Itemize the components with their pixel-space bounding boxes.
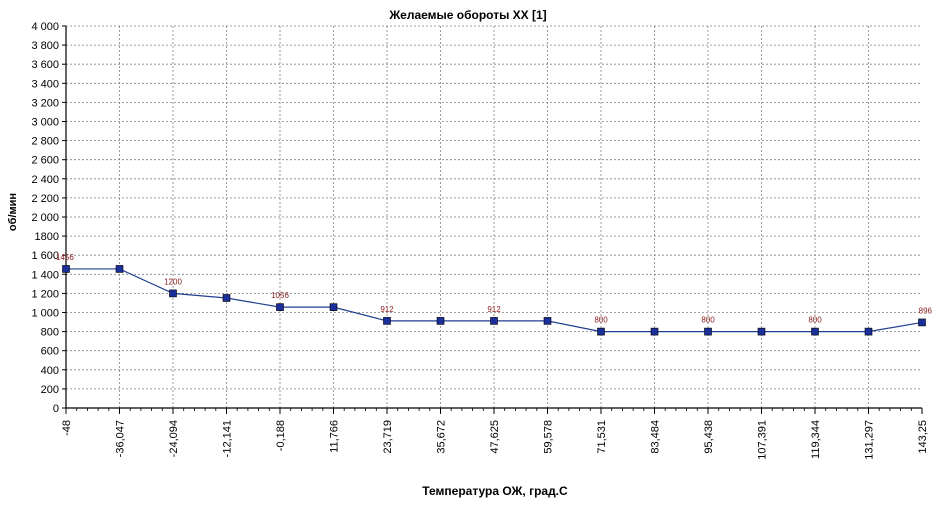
- data-point: [918, 318, 926, 327]
- axes-layer: 0 200 400 600 800 1 000 1 200 1 400 1 600 1800 2 0…: [31, 21, 929, 460]
- x-tick-label: -24,094: [168, 420, 180, 457]
- data-point: [650, 327, 659, 336]
- x-tick-label: 35,672: [436, 420, 448, 454]
- data-label: 800: [701, 316, 715, 325]
- data-point: [383, 317, 391, 325]
- y-tick-label: 1 200: [31, 288, 59, 300]
- y-tick-label: 3 800: [31, 40, 59, 52]
- x-tick-label: 47,625: [489, 420, 501, 454]
- x-tick-label: 107,391: [757, 420, 769, 460]
- chart-title: Желаемые обороты XX [1]: [389, 8, 547, 22]
- data-point: [329, 303, 338, 311]
- x-tick-label: 83,484: [650, 420, 662, 454]
- x-tick-label: 59,578: [543, 420, 555, 454]
- data-point: [222, 294, 231, 302]
- data-point: [169, 289, 177, 298]
- x-tick-label: -36,047: [115, 420, 127, 457]
- grid-layer: [66, 25, 922, 408]
- y-tick-label: 400: [41, 365, 59, 377]
- y-tick-label: 3 400: [31, 78, 59, 90]
- data-point: [704, 327, 712, 336]
- x-tick-label: -12,141: [222, 420, 234, 457]
- data-label: 912: [380, 305, 394, 314]
- y-tick-label: 3 000: [31, 117, 59, 129]
- y-tick-label: 3 200: [31, 97, 59, 109]
- data-label: 1056: [271, 291, 289, 300]
- data-point: [597, 327, 605, 336]
- data-point: [62, 265, 70, 273]
- data-label: 800: [594, 316, 608, 325]
- y-tick-label: 1 400: [31, 269, 59, 281]
- y-tick-label: 4 000: [31, 21, 59, 33]
- x-tick-label: 119,344: [810, 420, 822, 459]
- data-label: 912: [487, 305, 501, 314]
- data-point: [490, 317, 498, 325]
- labels-layer: 1456 1200 1056 912 912 800 800 800 896: [56, 253, 933, 325]
- x-tick-label: 11,766: [329, 420, 341, 453]
- x-tick-label: 23,719: [382, 420, 394, 454]
- data-point: [436, 317, 445, 325]
- y-tick-label: 2 400: [31, 174, 59, 186]
- data-label: 896: [919, 306, 933, 315]
- y-tick-label: 600: [41, 346, 59, 358]
- data-label: 1456: [56, 253, 74, 262]
- y-tick-label: 2 200: [31, 193, 59, 205]
- y-tick-label: 200: [41, 384, 59, 396]
- y-tick-label: 800: [41, 327, 59, 339]
- series-layer: [62, 265, 926, 336]
- data-point: [276, 303, 284, 311]
- data-label: 800: [808, 316, 822, 325]
- y-tick-label: 0: [53, 403, 59, 415]
- data-point: [864, 327, 873, 336]
- data-point: [115, 265, 124, 273]
- data-point: [811, 327, 819, 336]
- x-tick-label: 71,531: [596, 420, 608, 454]
- y-tick-label: 1 000: [31, 308, 59, 320]
- x-tick-label: 143,25: [917, 420, 929, 454]
- data-point: [757, 327, 766, 336]
- x-axis-title: Температура ОЖ, град.С: [422, 484, 568, 498]
- y-tick-label: 1800: [35, 231, 59, 243]
- x-tick-label: -48: [61, 420, 73, 436]
- y-tick-label: 3 600: [31, 59, 59, 71]
- y-tick-label: 1 600: [31, 250, 59, 262]
- x-tick-label: 131,297: [864, 420, 876, 460]
- x-tick-label: -0,188: [275, 420, 287, 451]
- y-tick-label: 2 000: [31, 212, 59, 224]
- data-label: 1200: [164, 277, 182, 286]
- x-tick-label: 95,438: [703, 420, 715, 454]
- y-tick-label: 2 600: [31, 155, 59, 167]
- data-point: [543, 317, 552, 325]
- y-tick-label: 2 800: [31, 136, 59, 148]
